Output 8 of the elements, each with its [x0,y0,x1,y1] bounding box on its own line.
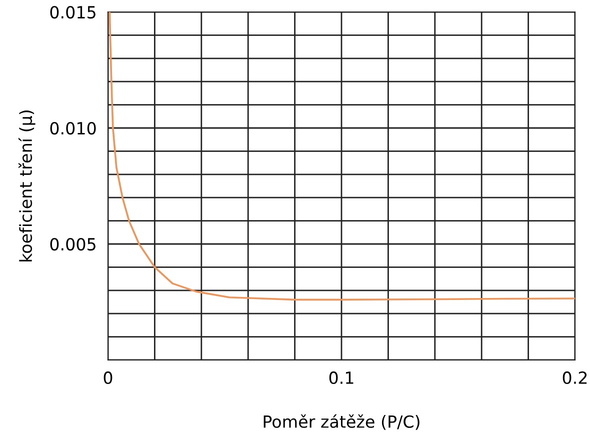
x-tick-label: 0.2 [562,371,587,384]
y-tick-label: 0.010 [50,122,96,135]
x-tick-label: 0 [104,371,112,384]
y-tick-label: 0.005 [50,238,96,251]
x-axis-title: Poměr zátěže (P/C) [264,414,420,430]
y-tick-label: 0.015 [50,6,96,19]
x-tick-label: 0.1 [329,371,354,384]
y-axis-title: koeficient tření (μ) [18,110,36,262]
